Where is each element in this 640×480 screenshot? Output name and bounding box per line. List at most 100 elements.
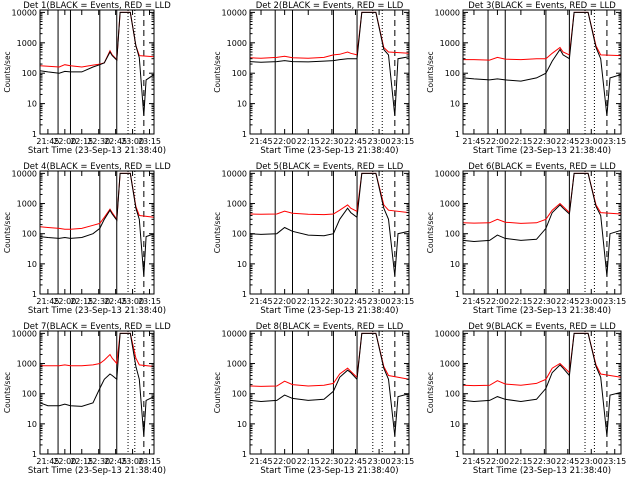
y-tick-label: 10000 bbox=[222, 169, 247, 178]
y-axis-label: Counts/sec bbox=[426, 212, 435, 253]
x-tick-label: 21:45 bbox=[36, 457, 59, 466]
y-tick-label: 1 bbox=[242, 450, 247, 459]
chart-title: Det 5(BLACK = Events, RED = LLD bbox=[256, 162, 404, 172]
x-axis-label: Start Time (23-Sep-13 21:38:40) bbox=[473, 146, 611, 156]
y-tick-label: 100 bbox=[445, 390, 460, 399]
chart-title: Det 1(BLACK = Events, RED = LLD bbox=[23, 1, 171, 11]
x-tick-label: 23:00 bbox=[580, 457, 603, 466]
x-tick-label: 22:15 bbox=[297, 457, 320, 466]
y-tick-label: 10000 bbox=[435, 8, 460, 17]
x-tick-label: 22:00 bbox=[273, 297, 296, 306]
plot-frame bbox=[39, 330, 155, 455]
x-axis-label: Start Time (23-Sep-13 21:38:40) bbox=[473, 306, 611, 316]
y-tick-label: 10000 bbox=[222, 329, 247, 338]
x-tick-label: 22:45 bbox=[556, 137, 579, 146]
x-tick-label: 22:30 bbox=[320, 297, 343, 306]
y-tick-label: 10 bbox=[27, 260, 37, 269]
series-line-lld bbox=[40, 11, 154, 68]
series-line-lld bbox=[463, 11, 621, 61]
x-tick-label: 23:00 bbox=[121, 137, 144, 146]
x-tick-label: 23:00 bbox=[121, 457, 144, 466]
y-axis-label: Counts/sec bbox=[3, 51, 12, 92]
y-tick-label: 10 bbox=[450, 100, 460, 109]
x-tick-label: 23:15 bbox=[391, 297, 414, 306]
x-tick-label: 23:00 bbox=[580, 137, 603, 146]
chart-panel-7: 1 10 100 1000 10000 21:4522:0022:1522:3022:45… bbox=[3, 322, 171, 476]
y-tick-label: 1000 bbox=[17, 360, 37, 369]
series-line-events bbox=[250, 172, 409, 276]
y-tick-label: 100 bbox=[22, 230, 37, 239]
series-group bbox=[250, 172, 409, 276]
y-tick-label: 10000 bbox=[12, 8, 37, 17]
x-tick-label: 22:45 bbox=[104, 297, 127, 306]
x-tick-label: 23:15 bbox=[603, 457, 626, 466]
y-tick-label: 1000 bbox=[17, 39, 37, 48]
y-tick-label: 100 bbox=[22, 69, 37, 78]
x-tick-label: 23:00 bbox=[368, 137, 391, 146]
chart-panel-1: 1 10 100 1000 10000 21:4522:0022:1522:3022:45… bbox=[3, 1, 171, 156]
plot-frame bbox=[249, 330, 410, 455]
x-tick-label: 22:30 bbox=[320, 137, 343, 146]
x-axis-label: Start Time (23-Sep-13 21:38:40) bbox=[260, 146, 398, 156]
series-line-events bbox=[463, 172, 621, 276]
event-markers bbox=[487, 331, 608, 454]
event-markers bbox=[57, 331, 145, 454]
x-tick-label: 22:45 bbox=[556, 457, 579, 466]
chart-title: Det 2(BLACK = Events, RED = LLD bbox=[256, 1, 404, 11]
y-tick-label: 100 bbox=[232, 230, 247, 239]
x-tick-label: 23:15 bbox=[391, 137, 414, 146]
chart-title: Det 7(BLACK = Events, RED = LLD bbox=[23, 322, 171, 332]
x-tick-label: 23:00 bbox=[121, 297, 144, 306]
series-group bbox=[250, 332, 409, 436]
x-tick-label: 22:30 bbox=[533, 137, 556, 146]
x-axis-label: Start Time (23-Sep-13 21:38:40) bbox=[473, 466, 611, 476]
x-tick-label: 22:30 bbox=[533, 297, 556, 306]
chart-panel-4: 1 10 100 1000 10000 21:4522:0022:1522:3022:45… bbox=[3, 162, 171, 316]
series-group bbox=[40, 172, 154, 276]
chart-title: Det 6(BLACK = Events, RED = LLD bbox=[468, 162, 616, 172]
chart-panel-3: 1 10 100 1000 10000 21:45 22:00 22:15 22:30 22:45… bbox=[426, 1, 626, 156]
x-tick-label: 22:15 bbox=[509, 457, 532, 466]
y-axis-label: Counts/sec bbox=[213, 212, 222, 253]
y-tick-label: 1 bbox=[32, 450, 37, 459]
x-axis-label: Start Time (23-Sep-13 21:38:40) bbox=[28, 306, 166, 316]
plot-frame bbox=[249, 170, 410, 295]
x-tick-label: 21:45 bbox=[249, 137, 272, 146]
x-tick-label: 22:00 bbox=[53, 457, 76, 466]
x-tick-label: 22:15 bbox=[509, 297, 532, 306]
x-tick-label: 23:00 bbox=[580, 297, 603, 306]
event-markers bbox=[487, 171, 608, 294]
y-tick-label: 10000 bbox=[12, 169, 37, 178]
x-tick-label: 23:15 bbox=[603, 297, 626, 306]
series-line-events bbox=[463, 332, 621, 436]
chart-title: Det 9(BLACK = Events, RED = LLD bbox=[468, 322, 616, 332]
series-line-events bbox=[463, 11, 621, 116]
y-tick-label: 10 bbox=[27, 420, 37, 429]
x-tick-label: 22:00 bbox=[486, 457, 509, 466]
y-tick-label: 1000 bbox=[227, 39, 247, 48]
y-tick-label: 1000 bbox=[227, 360, 247, 369]
series-group bbox=[463, 172, 621, 276]
chart-panel-9: 1 10 100 1000 10000 21:45 22:00 22:15 22:30 22:45… bbox=[426, 322, 626, 476]
x-tick-label: 22:00 bbox=[486, 297, 509, 306]
y-tick-label: 1000 bbox=[440, 39, 460, 48]
x-tick-label: 21:45 bbox=[249, 457, 272, 466]
series-line-lld bbox=[463, 172, 621, 224]
x-tick-label: 22:15 bbox=[509, 137, 532, 146]
y-tick-label: 10 bbox=[450, 420, 460, 429]
y-tick-label: 10 bbox=[27, 100, 37, 109]
series-line-events bbox=[250, 11, 409, 116]
event-markers bbox=[274, 171, 396, 294]
plot-frame bbox=[39, 170, 155, 295]
x-tick-label: 22:30 bbox=[533, 457, 556, 466]
x-tick-label: 22:30 bbox=[87, 297, 110, 306]
series-line-events bbox=[40, 172, 154, 276]
event-markers bbox=[487, 10, 608, 134]
x-tick-label: 22:00 bbox=[273, 457, 296, 466]
y-axis-label: Counts/sec bbox=[213, 372, 222, 413]
x-tick-label: 22:45 bbox=[344, 457, 367, 466]
x-tick-label: 22:30 bbox=[320, 457, 343, 466]
chart-panel-8: 1 10 100 1000 10000 21:45 22:00 22:15 22:30 22:45… bbox=[213, 322, 414, 476]
y-tick-label: 1 bbox=[455, 450, 460, 459]
